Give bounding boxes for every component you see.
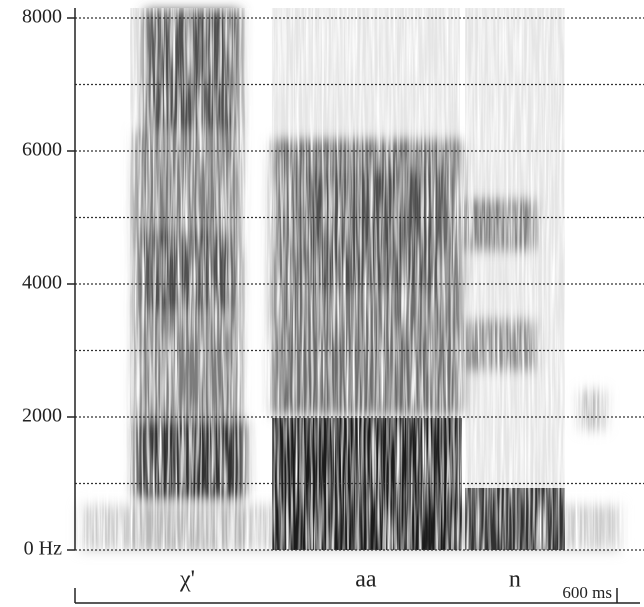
segment-label: χ' <box>179 567 195 593</box>
striation <box>75 8 644 550</box>
y-tick-label: 6000 <box>22 139 62 161</box>
grid <box>75 17 644 551</box>
y-tick-label: 8000 <box>22 6 62 28</box>
y-tick-label: 4000 <box>22 272 62 294</box>
segment-label: n <box>509 567 521 593</box>
segment-label: aa <box>355 567 377 593</box>
y-tick-label: 2000 <box>22 405 62 427</box>
y-tick-label: 0 Hz <box>24 538 62 560</box>
x-tick-label: 600 ms <box>562 583 612 602</box>
